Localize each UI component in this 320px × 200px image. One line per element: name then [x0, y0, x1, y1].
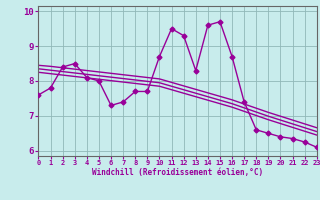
X-axis label: Windchill (Refroidissement éolien,°C): Windchill (Refroidissement éolien,°C) — [92, 168, 263, 177]
